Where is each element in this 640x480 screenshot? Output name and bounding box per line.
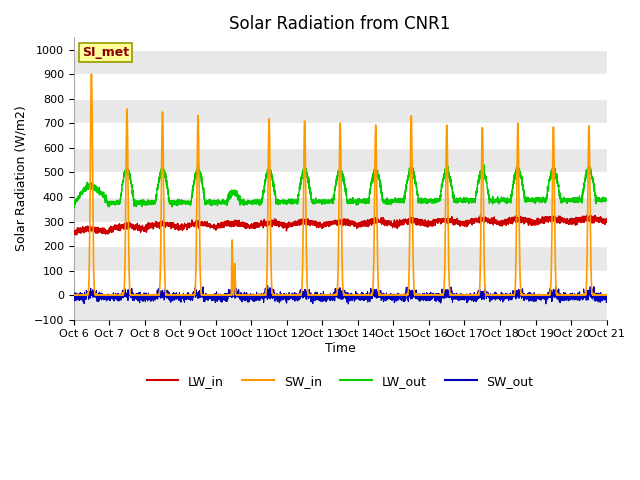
Title: Solar Radiation from CNR1: Solar Radiation from CNR1 — [229, 15, 451, 33]
Bar — [74, 246, 607, 271]
X-axis label: Time: Time — [324, 342, 355, 355]
Bar — [74, 295, 607, 320]
Text: SI_met: SI_met — [82, 46, 129, 59]
Y-axis label: Solar Radiation (W/m2): Solar Radiation (W/m2) — [15, 106, 28, 252]
Legend: LW_in, SW_in, LW_out, SW_out: LW_in, SW_in, LW_out, SW_out — [141, 370, 539, 393]
Bar — [74, 49, 607, 74]
Bar — [74, 148, 607, 172]
Bar — [74, 99, 607, 123]
Bar — [74, 197, 607, 222]
